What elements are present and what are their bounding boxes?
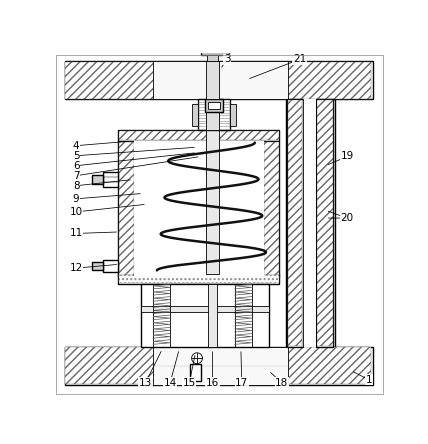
Bar (119, 142, 134, 275)
Bar (230, 104, 236, 126)
Bar (288, 347, 371, 385)
Text: 17: 17 (235, 378, 248, 388)
Bar (65, 61, 373, 99)
Bar (119, 141, 279, 276)
Text: 1: 1 (366, 375, 372, 385)
Bar (153, 347, 288, 385)
Bar (288, 62, 371, 99)
Bar (192, 104, 198, 126)
Bar (119, 274, 279, 284)
Bar (134, 141, 264, 276)
Text: 16: 16 (206, 378, 219, 388)
Text: 5: 5 (73, 151, 80, 161)
Bar (203, 32, 226, 40)
Bar (119, 130, 279, 141)
Text: 21: 21 (293, 55, 306, 64)
Bar (264, 142, 279, 275)
Bar (285, 99, 335, 347)
Bar (303, 99, 316, 347)
Bar (65, 347, 373, 385)
Text: 8: 8 (73, 181, 80, 191)
Bar (206, 130, 219, 274)
Bar (207, 55, 218, 61)
Bar (198, 99, 230, 130)
Bar (92, 262, 103, 270)
Bar (153, 61, 288, 99)
Bar (153, 284, 170, 347)
Bar (288, 100, 302, 346)
Bar (208, 102, 220, 110)
Bar (235, 284, 252, 347)
Text: 15: 15 (183, 378, 196, 388)
Bar (141, 306, 269, 312)
Bar (103, 260, 119, 272)
Text: 20: 20 (341, 213, 354, 223)
Bar (208, 284, 217, 347)
Text: 9: 9 (73, 194, 80, 204)
Bar (287, 99, 303, 347)
Bar (65, 62, 154, 99)
Text: 18: 18 (275, 378, 288, 388)
Bar (208, 43, 219, 50)
Text: 13: 13 (139, 378, 152, 388)
Bar (141, 284, 269, 347)
Bar (119, 131, 279, 140)
Bar (65, 347, 154, 385)
Text: 3: 3 (224, 55, 230, 64)
Text: 14: 14 (163, 378, 177, 388)
Bar (92, 175, 103, 184)
Text: 11: 11 (69, 229, 83, 238)
Bar (205, 99, 223, 112)
Bar (103, 172, 119, 187)
Text: 12: 12 (69, 263, 83, 273)
Bar (119, 275, 279, 283)
Bar (316, 99, 333, 347)
Bar (206, 61, 219, 99)
Text: 10: 10 (70, 207, 83, 217)
Bar (206, 99, 219, 130)
Text: 2: 2 (342, 213, 349, 223)
Bar (317, 100, 333, 346)
Bar (201, 32, 229, 55)
Text: 6: 6 (73, 161, 80, 170)
Text: 4: 4 (73, 141, 80, 151)
Text: 19: 19 (341, 151, 354, 162)
Bar (190, 365, 201, 381)
Text: 7: 7 (73, 170, 80, 181)
